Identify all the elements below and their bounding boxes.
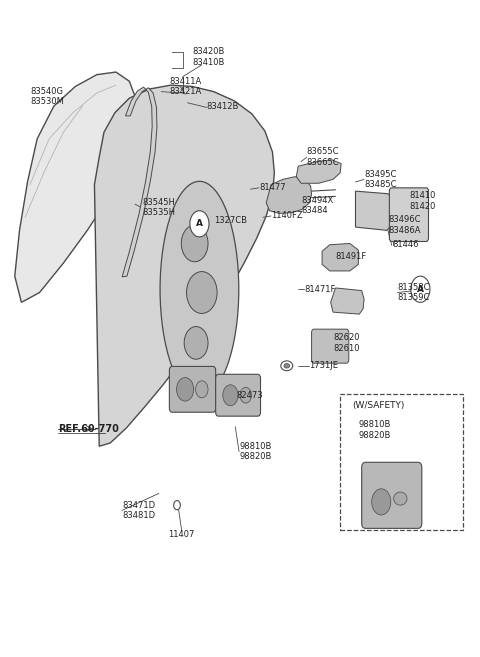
Ellipse shape: [160, 181, 239, 397]
Bar: [340, 394, 463, 530]
Polygon shape: [296, 160, 341, 183]
Text: 81410
81420: 81410 81420: [409, 191, 436, 211]
Text: 1140FZ: 1140FZ: [271, 212, 303, 221]
Text: 83655C
83665C: 83655C 83665C: [307, 147, 339, 167]
Ellipse shape: [281, 361, 293, 371]
Text: 81491F: 81491F: [336, 252, 367, 261]
Circle shape: [372, 489, 391, 515]
Text: 83420B
83410B: 83420B 83410B: [193, 47, 225, 67]
FancyBboxPatch shape: [362, 463, 422, 528]
Circle shape: [240, 388, 252, 403]
Circle shape: [184, 327, 208, 359]
Text: 81446: 81446: [393, 240, 419, 249]
Text: 83545H
83535H: 83545H 83535H: [142, 198, 175, 217]
Polygon shape: [15, 72, 135, 302]
Text: 83495C
83485C: 83495C 83485C: [364, 170, 396, 189]
Polygon shape: [356, 191, 394, 231]
Text: 83494X
83484: 83494X 83484: [301, 196, 333, 215]
Text: 83411A
83421A: 83411A 83421A: [169, 77, 201, 96]
Circle shape: [411, 276, 430, 302]
Polygon shape: [266, 177, 312, 214]
Text: A: A: [417, 284, 424, 294]
Text: 83471D
83481D: 83471D 83481D: [122, 501, 155, 520]
Text: A: A: [196, 219, 203, 229]
Polygon shape: [331, 288, 364, 314]
Polygon shape: [95, 85, 275, 446]
Ellipse shape: [284, 363, 289, 368]
Circle shape: [177, 378, 194, 401]
Circle shape: [223, 385, 238, 406]
Circle shape: [196, 381, 208, 398]
Ellipse shape: [394, 492, 407, 505]
FancyBboxPatch shape: [169, 367, 216, 412]
Circle shape: [187, 271, 217, 313]
Polygon shape: [322, 244, 359, 271]
Text: 81471F: 81471F: [304, 284, 336, 294]
FancyBboxPatch shape: [389, 188, 429, 242]
Text: 83540G
83530M: 83540G 83530M: [30, 87, 64, 106]
Text: 82620
82610: 82620 82610: [333, 333, 360, 353]
Text: 11407: 11407: [168, 530, 195, 539]
Text: (W/SAFETY): (W/SAFETY): [352, 401, 405, 410]
Text: 1327CB: 1327CB: [214, 216, 247, 225]
Text: REF.60-770: REF.60-770: [58, 424, 119, 434]
FancyBboxPatch shape: [216, 374, 261, 416]
Text: 98810B
98820B: 98810B 98820B: [239, 442, 271, 461]
Circle shape: [174, 501, 180, 510]
Text: 83496C
83486A: 83496C 83486A: [388, 215, 420, 235]
FancyBboxPatch shape: [312, 329, 349, 363]
Circle shape: [190, 211, 209, 237]
Text: 81477: 81477: [259, 183, 286, 193]
Text: 81358C
81359C: 81358C 81359C: [397, 283, 430, 302]
Circle shape: [181, 225, 208, 261]
Polygon shape: [122, 87, 157, 277]
Text: 98810B
98820B: 98810B 98820B: [359, 420, 391, 440]
Text: 83412B: 83412B: [206, 102, 239, 110]
Text: 1731JE: 1731JE: [309, 361, 338, 371]
Text: 82473: 82473: [236, 392, 263, 400]
